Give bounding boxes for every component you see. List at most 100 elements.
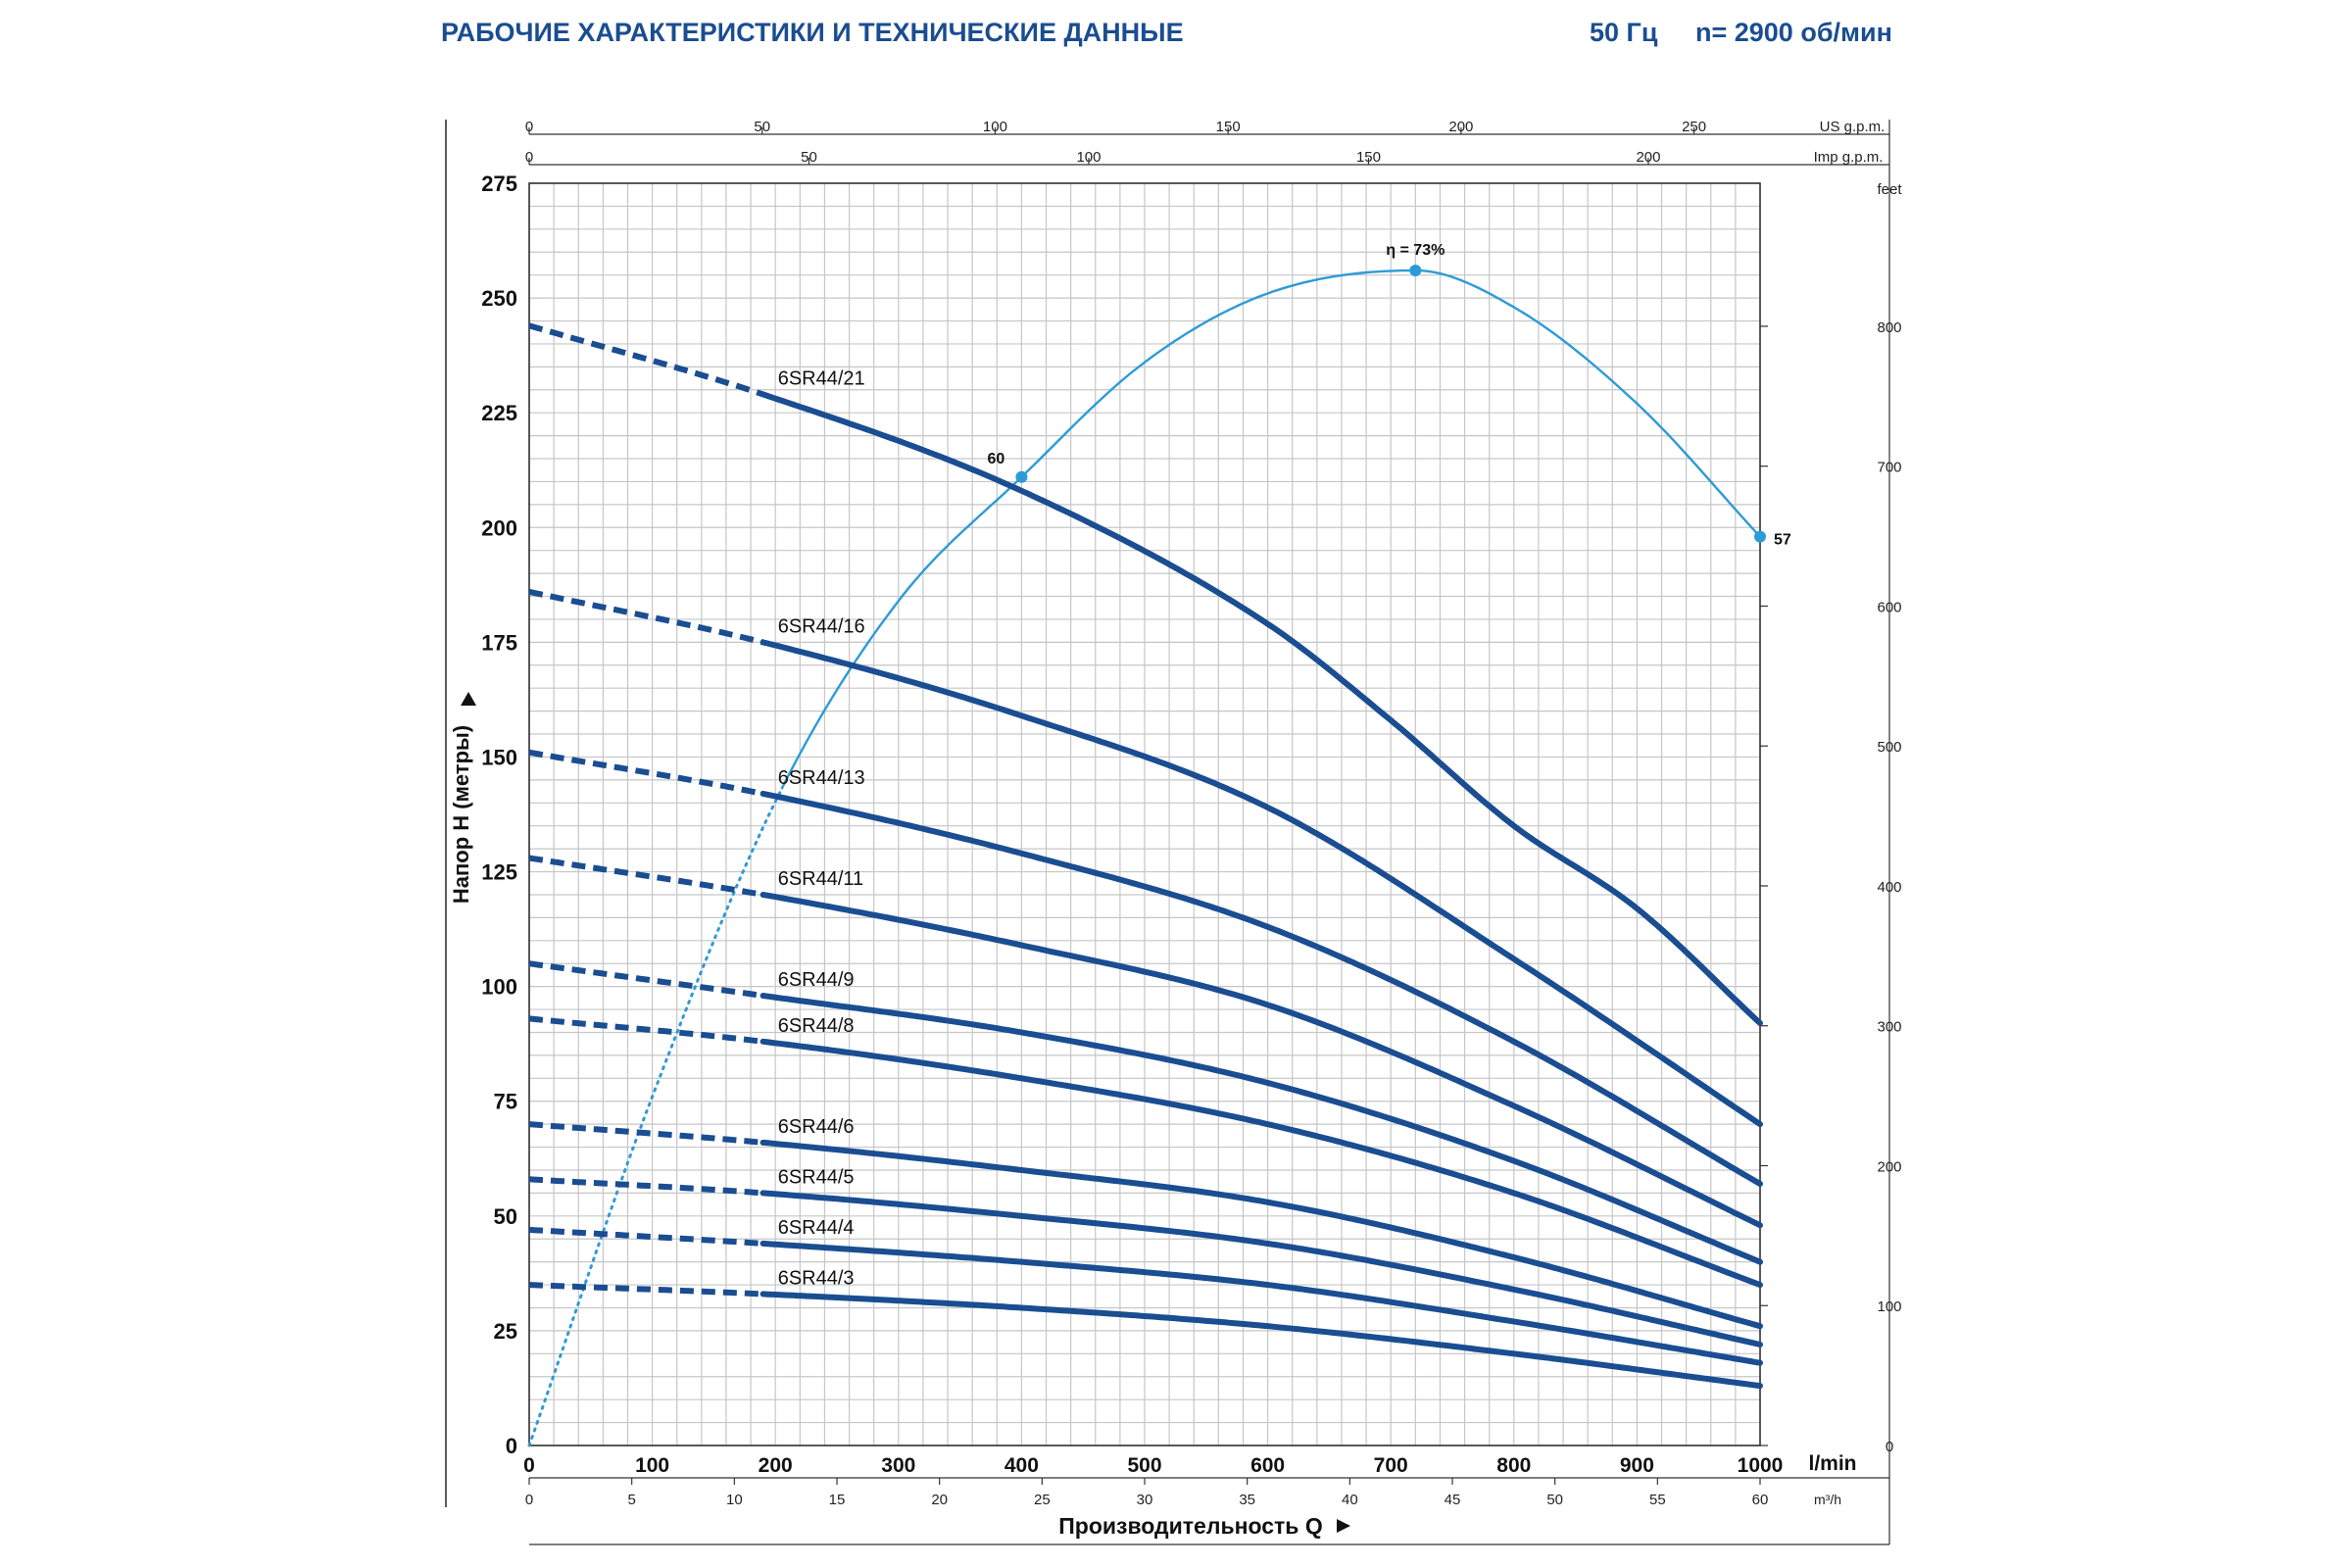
efficiency-point-label: 60 — [988, 451, 1005, 467]
m3h-tick-label: 45 — [1445, 1492, 1461, 1508]
efficiency-point — [1754, 530, 1766, 543]
pump-curve-dashed — [528, 1121, 763, 1146]
series-label: 6SR44/16 — [778, 615, 865, 637]
pump-curve-dashed — [528, 322, 764, 398]
pump-curve — [760, 639, 1763, 1128]
series-label: 6SR44/3 — [778, 1267, 855, 1289]
feet-tick-label: 800 — [1877, 319, 1901, 336]
x-tick-label: 600 — [1250, 1454, 1285, 1477]
pump-curve-dashed — [528, 1015, 763, 1045]
x-tick-label: 700 — [1374, 1454, 1408, 1477]
pump-curve — [760, 1240, 1763, 1366]
pump-curve — [760, 892, 1763, 1229]
feet-tick-label: 200 — [1877, 1158, 1901, 1175]
m3h-tick-label: 50 — [1546, 1492, 1563, 1508]
x-tick-label: 800 — [1496, 1454, 1531, 1477]
feet-tick-label: 700 — [1877, 460, 1901, 476]
grid — [528, 182, 1761, 1446]
feet-tick-label: 100 — [1877, 1298, 1901, 1315]
efficiency-point-label: η = 73% — [1386, 242, 1445, 259]
m3h-tick-label: 35 — [1239, 1492, 1255, 1508]
y-tick-label: 100 — [481, 975, 517, 1000]
pump-curve — [760, 1139, 1763, 1330]
axes: 0 100 200 300 400 500 600 700 800 900 1000 l/min025… — [449, 119, 1902, 1539]
series-label: 6SR44/13 — [778, 767, 865, 789]
chart-frame — [445, 120, 1890, 1545]
efficiency-curve: 60 η = 73% 57 — [527, 242, 1791, 1447]
pump-curves — [528, 322, 1763, 1390]
feet-unit-label: feet — [1877, 181, 1902, 198]
y-tick-label: 175 — [481, 630, 517, 655]
m3h-tick-label: 40 — [1342, 1492, 1358, 1508]
series-label: 6SR44/11 — [778, 868, 863, 890]
m3h-tick-label: 20 — [931, 1492, 948, 1508]
pump-curve-dashed — [528, 1282, 763, 1298]
feet-tick-label: 300 — [1877, 1019, 1901, 1036]
m3h-tick-label: 55 — [1649, 1492, 1666, 1508]
m3h-tick-label: 15 — [829, 1492, 846, 1508]
efficiency-curve-dotted — [527, 787, 783, 1447]
us-gpm-tick-label: 150 — [1216, 119, 1241, 135]
pump-curve — [760, 790, 1763, 1187]
y-tick-label: 225 — [481, 401, 517, 425]
x-tick-label: 100 — [635, 1454, 669, 1477]
efficiency-point-label: 57 — [1774, 532, 1791, 549]
y-tick-label: 275 — [481, 172, 517, 196]
x-tick-label: 500 — [1127, 1454, 1161, 1477]
m3h-tick-label: 5 — [627, 1492, 635, 1508]
frequency-label: 50 Гц — [1590, 18, 1658, 47]
pump-curve-dashed — [528, 749, 764, 797]
efficiency-point — [1015, 470, 1028, 483]
us-gpm-tick-label: 200 — [1448, 119, 1473, 135]
m3h-tick-label: 25 — [1034, 1492, 1051, 1508]
series-label: 6SR44/9 — [778, 969, 855, 991]
efficiency-point — [1409, 264, 1422, 276]
x-tick-label: 1000 — [1738, 1454, 1784, 1477]
efficiency-curve-solid — [780, 269, 1761, 790]
pump-curve-dashed — [528, 1226, 763, 1247]
us-gpm-unit-label: US g.p.m. — [1820, 119, 1886, 135]
imp-gpm-tick-label: 150 — [1356, 149, 1381, 166]
y-tick-label: 25 — [494, 1319, 517, 1344]
series-label: 6SR44/21 — [778, 368, 865, 389]
us-gpm-tick-label: 250 — [1682, 119, 1706, 135]
imp-gpm-unit-label: Imp g.p.m. — [1814, 149, 1884, 166]
x-tick-label: 0 — [523, 1454, 535, 1477]
y-tick-label: 150 — [481, 745, 517, 769]
m3h-tick-label: 10 — [726, 1492, 743, 1508]
x-tick-label: 400 — [1004, 1454, 1039, 1477]
y-axis-arrow — [461, 692, 476, 706]
m3h-tick-label: 30 — [1137, 1492, 1153, 1508]
pump-curve — [760, 1291, 1763, 1390]
page-title: РАБОЧИЕ ХАРАКТЕРИСТИКИ И ТЕХНИЧЕСКИЕ ДАН… — [441, 18, 1184, 47]
imp-gpm-tick-label: 0 — [525, 149, 533, 166]
feet-tick-label: 500 — [1877, 739, 1901, 756]
feet-tick-label: 0 — [1886, 1439, 1893, 1455]
y-tick-label: 250 — [481, 286, 517, 311]
speed-label: n= 2900 об/мин — [1695, 18, 1892, 47]
series-label: 6SR44/5 — [778, 1166, 855, 1188]
pump-curve — [760, 391, 1763, 1027]
x-unit-label: l/min — [1808, 1452, 1856, 1475]
m3h-unit-label: m³/h — [1814, 1492, 1841, 1507]
imp-gpm-tick-label: 200 — [1636, 149, 1660, 166]
x-tick-label: 900 — [1620, 1454, 1654, 1477]
m3h-tick-label: 60 — [1752, 1492, 1769, 1508]
series-label: 6SR44/6 — [778, 1116, 855, 1138]
feet-tick-label: 600 — [1877, 599, 1901, 615]
y-tick-label: 50 — [494, 1204, 517, 1229]
series-label: 6SR44/8 — [778, 1015, 855, 1037]
series-label: 6SR44/4 — [778, 1217, 855, 1239]
us-gpm-tick-label: 100 — [983, 119, 1007, 135]
pump-curve — [760, 1190, 1763, 1348]
imp-gpm-tick-label: 100 — [1076, 149, 1101, 166]
y-tick-label: 75 — [494, 1090, 517, 1114]
pump-curve-dashed — [528, 855, 764, 898]
plot-border — [528, 182, 1761, 1446]
m3h-tick-label: 0 — [525, 1492, 533, 1508]
pump-curve — [760, 1038, 1763, 1289]
us-gpm-tick-label: 50 — [754, 119, 770, 135]
chart-labels: 6SR44/21 6SR44/16 6SR44/13 6SR44/11 6SR44/9 6… — [778, 368, 865, 1289]
pump-curve-dashed — [528, 588, 764, 646]
